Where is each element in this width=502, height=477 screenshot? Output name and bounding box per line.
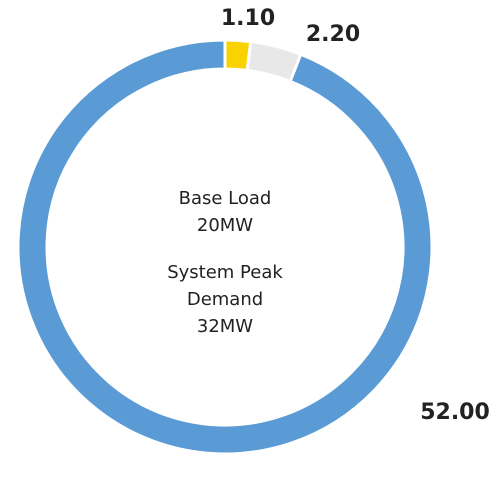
value-label: 2.20	[306, 22, 360, 47]
donut-segment	[16, 38, 434, 456]
value-label: 1.10	[221, 6, 275, 31]
center-text: System Peak	[167, 262, 283, 283]
center-text: Demand	[187, 289, 263, 310]
center-text: 20MW	[197, 215, 253, 236]
center-text: Base Load	[179, 188, 272, 209]
value-label: 52.00	[420, 400, 490, 425]
center-text: 32MW	[197, 316, 253, 337]
